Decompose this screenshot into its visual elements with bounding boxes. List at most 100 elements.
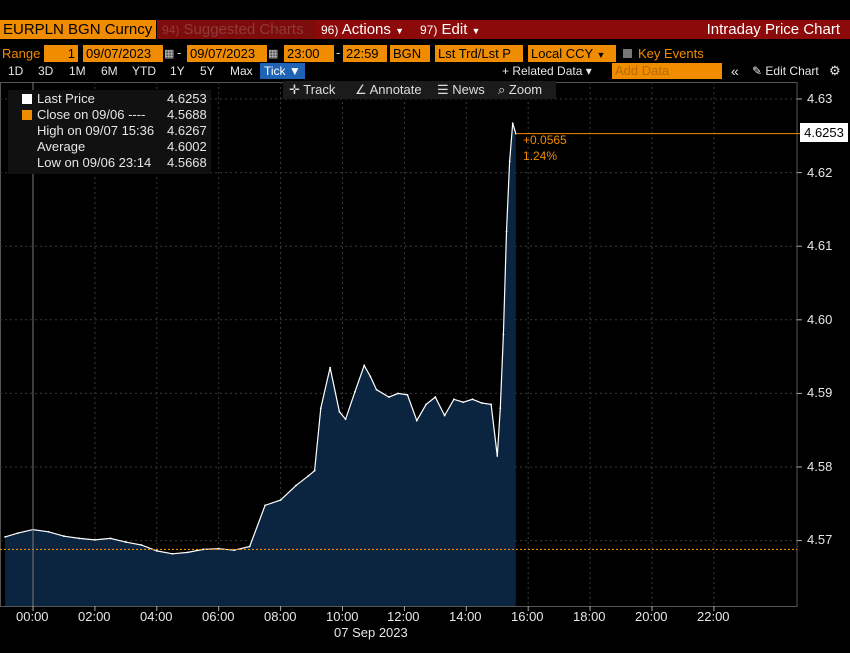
price-point [4,536,7,538]
price-point [415,419,418,422]
price-point [353,391,356,393]
price-point [78,537,81,540]
price-point [443,414,446,417]
y-tick-label: 4.59 [807,385,833,400]
price-point [171,552,174,555]
chart-title: Intraday Price Chart [488,20,850,39]
x-tick-label: 08:00 [264,609,297,624]
chart-legend [8,90,211,174]
track-button[interactable]: ✛ Track [289,82,335,98]
price-point [124,541,127,543]
x-tick-label: 14:00 [449,609,482,624]
currency-select[interactable]: Local CCY ▼ [528,45,616,62]
period-1y[interactable]: 1Y [170,64,185,78]
price-point [511,122,514,125]
key-events-checkbox[interactable] [623,49,632,58]
x-axis-date-label: 07 Sep 2023 [334,625,408,640]
price-field-select[interactable]: Lst Trd/Lst P [435,45,523,62]
price-point [434,396,437,398]
zoom-button[interactable]: ⌕ Zoom [498,82,542,98]
price-point [397,392,400,395]
legend-close-label: Close on 09/06 ---- [37,107,146,122]
price-point [109,537,112,540]
x-tick-label: 18:00 [573,609,606,624]
annotate-label: Annotate [369,82,422,97]
price-point [329,366,332,369]
price-point [338,410,341,413]
period-1m[interactable]: 1M [69,64,86,78]
news-button[interactable]: ☰ News [437,82,485,98]
price-point [363,364,366,367]
period-1d[interactable]: 1D [8,64,24,78]
period-6m[interactable]: 6M [101,64,118,78]
x-tick-label: 02:00 [78,609,111,624]
period-3d[interactable]: 3D [38,64,54,78]
legend-high-value: 4.6267 [167,123,207,138]
track-label: Track [303,82,336,97]
edit-number: 97) [420,23,438,37]
edit-chart-label: Edit Chart [765,64,819,78]
end-time-field[interactable]: 22:59 [343,45,387,62]
period-ytd[interactable]: YTD [132,64,156,78]
chevron-down-icon: ▼ [596,50,606,60]
annotate-button[interactable]: ∠ Annotate [355,82,422,98]
source-field[interactable]: BGN [390,45,430,62]
price-point [313,469,316,472]
legend-avg-label: Average [37,139,86,154]
gear-icon[interactable]: ⚙ [829,63,841,78]
price-point [63,535,65,538]
price-point [388,396,390,398]
price-point [186,551,189,554]
range-value-field[interactable]: 1 [44,45,78,62]
legend-avg-value: 4.6002 [167,139,207,154]
collapse-icon[interactable]: « [731,63,739,79]
y-tick-label: 4.63 [807,91,833,106]
price-point [406,393,409,396]
security-ticker-field[interactable]: EURPLN BGN Curncy [0,20,156,39]
period-max[interactable]: Max [230,64,253,78]
price-point [490,403,492,406]
x-tick-label: 00:00 [16,609,49,624]
start-time-field[interactable]: 23:00 [284,45,334,62]
last-price-marker: 4.6253 [800,123,848,142]
price-point [295,484,297,487]
price-point [140,544,143,546]
calendar-icon[interactable]: ▦ [268,48,279,60]
suggested-charts-menu[interactable]: 94) Suggested Charts [157,20,317,39]
price-point [155,550,158,552]
legend-low-value: 4.5668 [167,155,207,170]
currency-value: Local CCY [531,46,593,61]
price-point [307,474,310,477]
add-data-input[interactable]: Add Data [612,63,722,79]
x-tick-label: 04:00 [140,609,173,624]
x-tick-label: 12:00 [387,609,420,624]
price-point [375,388,378,391]
calendar-icon[interactable]: ▦ [164,48,175,60]
price-point [264,504,267,507]
range-dash: - [177,45,182,60]
y-tick-label: 4.58 [807,459,833,474]
price-point [279,499,282,502]
actions-menu[interactable]: 96) Actions ▼ [316,20,417,39]
pencil-icon: ∠ [355,82,367,97]
y-tick-label: 4.57 [807,532,833,547]
period-5y[interactable]: 5Y [200,64,215,78]
price-point [505,230,508,233]
price-point [202,548,205,551]
start-date-field[interactable]: 09/07/2023 [83,45,163,62]
price-point [462,401,465,404]
related-data-menu[interactable]: + Related Data ▾ [502,64,592,78]
price-point [502,333,505,336]
x-tick-label: 22:00 [697,609,730,624]
legend-high-label: High on 09/07 15:36 [37,123,155,138]
end-date-field[interactable]: 09/07/2023 [187,45,267,62]
change-annotation: +0.0565 [523,133,567,147]
edit-label: Edit [441,21,468,38]
news-label: News [452,82,485,97]
price-chart[interactable] [0,80,850,653]
tick-frequency-select[interactable]: Tick ▼ [260,63,305,79]
edit-menu[interactable]: 97) Edit ▼ [415,20,490,39]
price-point [248,545,251,548]
magnifier-icon: ⌕ [498,82,506,97]
edit-chart-button[interactable]: ✎ Edit Chart [752,63,819,79]
